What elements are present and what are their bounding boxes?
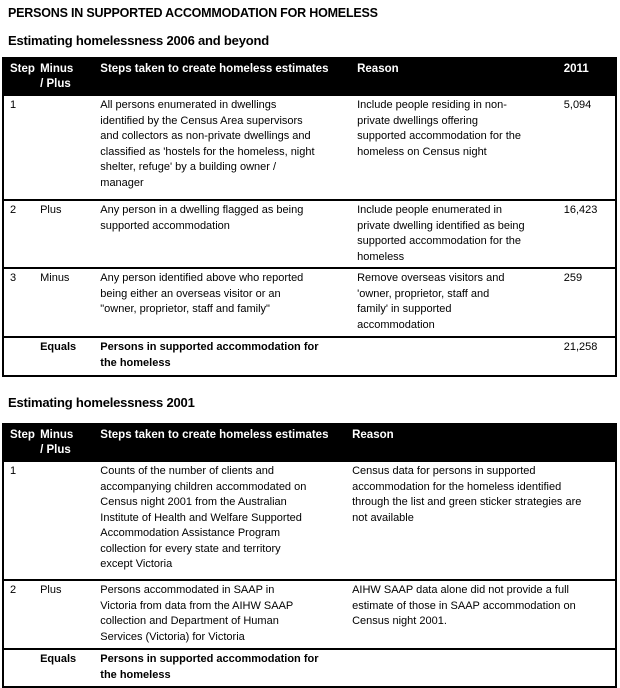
header-row: Step Minus / Plus Steps taken to create … [3, 424, 616, 461]
table-2006: Step Minus / Plus Steps taken to create … [2, 57, 617, 377]
cell-reason: Include people enumerated in private dwe… [357, 204, 525, 263]
section-heading-2006: Estimating homelessness 2006 and beyond [8, 33, 269, 48]
col-header-step: Step [3, 58, 37, 95]
cell-minus-plus: Equals [40, 653, 77, 665]
col-header-reason: Reason [347, 424, 616, 461]
cell-minus-plus: Plus [40, 584, 62, 596]
cell-reason [352, 337, 556, 376]
cell-reason: AIHW SAAP data alone did not provide a f… [352, 584, 576, 627]
cell-steps: Persons in supported accommodation for t… [100, 653, 319, 681]
cell-steps: Persons accommodated in SAAP in Victoria… [100, 584, 294, 643]
cell-steps: Any person identified above who reported… [100, 272, 304, 315]
cell-value: 16,423 [563, 204, 598, 216]
cell-minus-plus [36, 95, 96, 200]
cell-steps: Counts of the number of clients and acco… [100, 465, 307, 570]
col-header-2011: 2011 [555, 58, 616, 95]
cell-reason: Census data for persons in supported acc… [352, 465, 582, 524]
table-2001: Step Minus / Plus Steps taken to create … [2, 423, 617, 688]
cell-steps: All persons enumerated in dwellings iden… [100, 99, 315, 189]
cell-step [3, 337, 36, 376]
cell-step [3, 649, 36, 687]
cell-value: 21,258 [563, 341, 598, 353]
cell-step: 1 [10, 99, 17, 111]
table-2001-header: Step Minus / Plus Steps taken to create … [3, 424, 616, 461]
cell-value: 259 [563, 272, 583, 284]
table-2006-header: Step Minus / Plus Steps taken to create … [3, 58, 616, 95]
cell-minus-plus [36, 461, 96, 580]
cell-value: 5,094 [563, 99, 592, 111]
table-row: 2 Plus Any person in a dwelling flagged … [3, 200, 616, 268]
cell-minus-plus: Equals [40, 341, 77, 353]
cell-reason: Include people residing in non- private … [357, 99, 521, 158]
cell-minus-plus: Minus [40, 272, 70, 284]
section-heading-2001: Estimating homelessness 2001 [8, 395, 195, 410]
col-header-minus-plus: Minus / Plus [36, 424, 97, 461]
cell-step: 3 [10, 272, 17, 284]
table-total-row: Equals Persons in supported accommodatio… [3, 337, 616, 376]
cell-reason: Remove overseas visitors and 'owner, pro… [357, 272, 505, 331]
header-row: Step Minus / Plus Steps taken to create … [3, 58, 616, 95]
col-header-reason: Reason [352, 58, 556, 95]
col-header-steps: Steps taken to create homeless estimates [96, 58, 353, 95]
col-header-step: Step [3, 424, 37, 461]
page-title: PERSONS IN SUPPORTED ACCOMMODATION FOR H… [8, 6, 378, 20]
table-row: 2 Plus Persons accommodated in SAAP in V… [3, 580, 616, 649]
cell-steps: Any person in a dwelling flagged as bein… [100, 204, 304, 232]
cell-reason [347, 649, 616, 687]
table-row: 1 All persons enumerated in dwellings id… [3, 95, 616, 200]
cell-minus-plus: Plus [40, 204, 62, 216]
table-row: 3 Minus Any person identified above who … [3, 268, 616, 337]
table-row: 1 Counts of the number of clients and ac… [3, 461, 616, 580]
table-total-row: Equals Persons in supported accommodatio… [3, 649, 616, 687]
cell-step: 2 [10, 204, 17, 216]
col-header-steps: Steps taken to create homeless estimates [96, 424, 348, 461]
cell-steps: Persons in supported accommodation for t… [100, 341, 319, 369]
cell-step: 1 [10, 465, 17, 477]
cell-step: 2 [10, 584, 17, 596]
col-header-minus-plus: Minus / Plus [36, 58, 97, 95]
